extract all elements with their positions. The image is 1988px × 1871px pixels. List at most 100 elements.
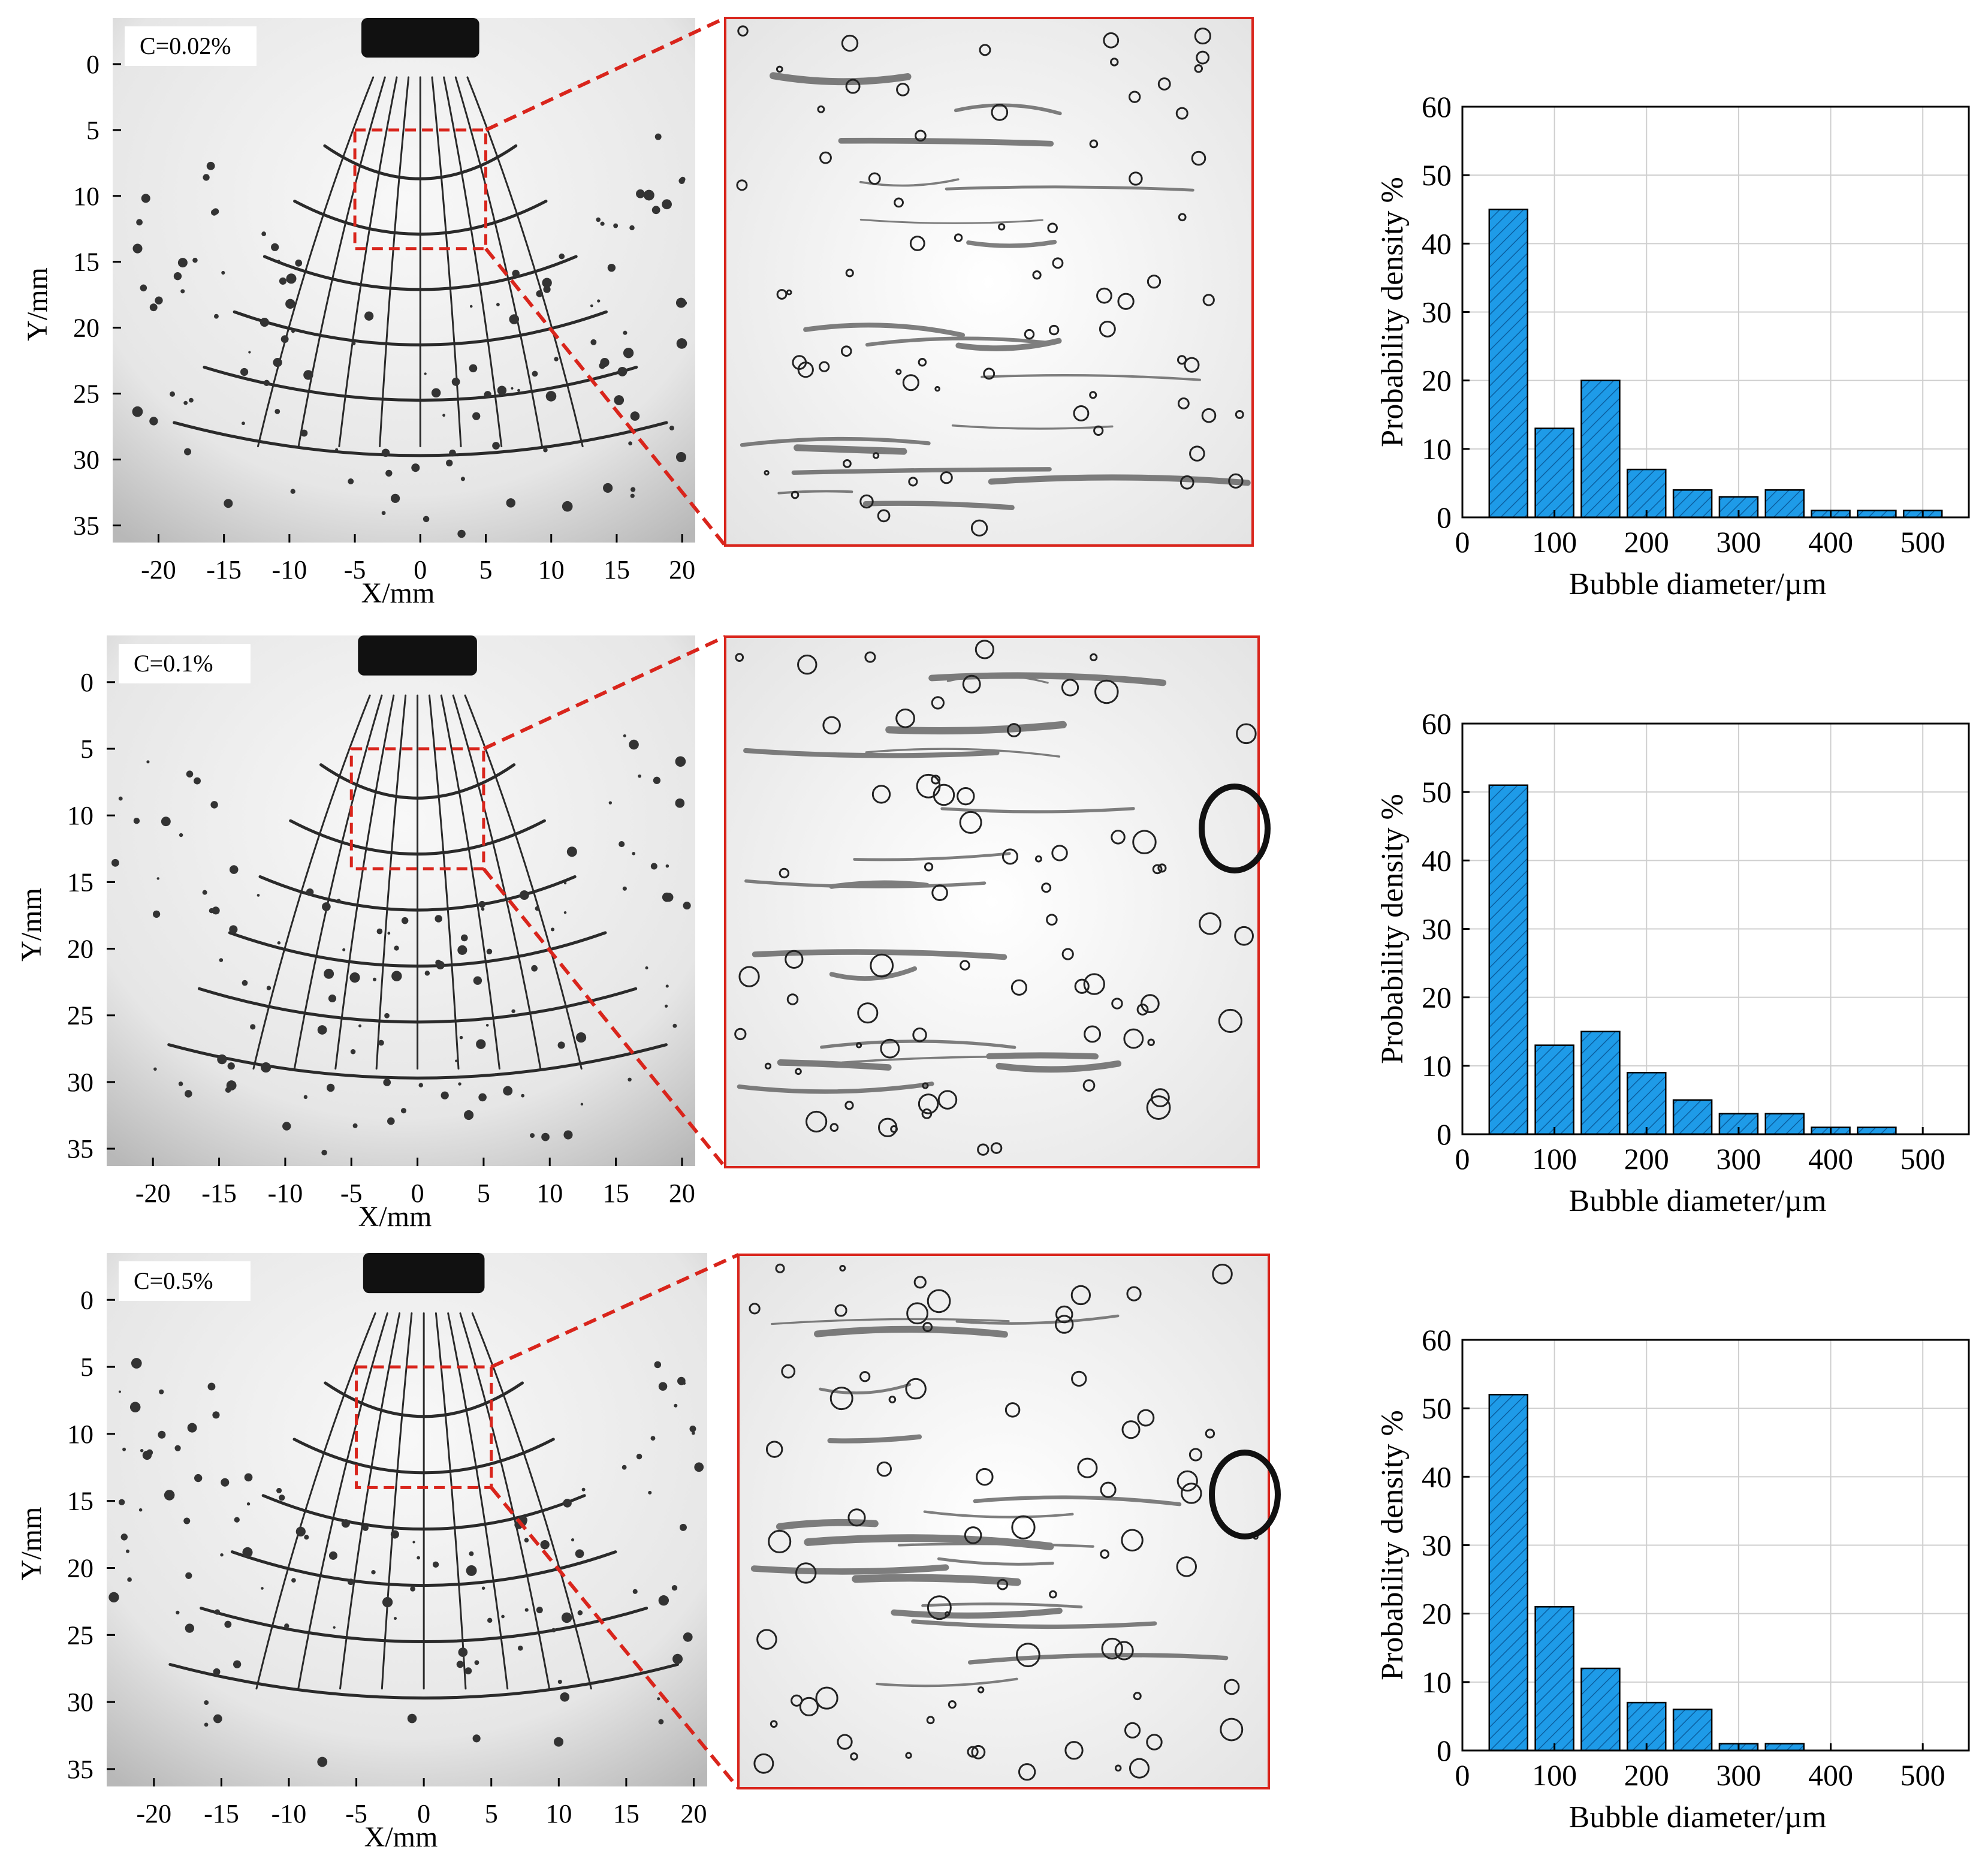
bubbles: [734, 640, 1271, 1156]
bubble: [983, 367, 995, 380]
bubble: [1052, 257, 1064, 269]
bubble: [1110, 58, 1119, 67]
droplet: [619, 841, 625, 848]
droplet: [458, 1647, 468, 1657]
flow-streak: [803, 323, 965, 338]
x-tick-label: 0: [414, 555, 427, 585]
bubble: [979, 44, 991, 56]
bubble: [927, 1289, 951, 1313]
bubble: [1176, 355, 1187, 365]
y-tick-label: 40: [1422, 1460, 1452, 1493]
x-tick-label: 400: [1808, 1142, 1853, 1176]
droplet: [242, 980, 248, 986]
bar: [1580, 379, 1621, 519]
bubble: [834, 1304, 847, 1317]
droplet: [234, 1517, 240, 1523]
x-tick-label: 0: [417, 1799, 430, 1828]
histogram: 0 100 200 300 400 500 0 10 20 30 40 50 60 Bubble diam…: [1375, 90, 1970, 601]
spray-photo: C=0.02% -20 -15 -10 -5 0 5 10 15 20 0 5 10 15 20 25 30 35…: [22, 18, 695, 609]
droplet: [651, 206, 660, 215]
droplet: [212, 1411, 220, 1419]
droplet: [563, 881, 567, 885]
droplet: [536, 1607, 543, 1614]
bubble: [1137, 1409, 1155, 1427]
droplet: [600, 221, 605, 226]
flow-streak: [737, 1081, 934, 1094]
sheet-ligament: [431, 76, 462, 448]
bar: [1718, 1113, 1759, 1135]
bubble: [1074, 978, 1090, 994]
y-tick-label: 40: [1422, 843, 1452, 877]
sheet-ligament: [452, 694, 542, 1070]
droplet: [424, 372, 427, 375]
droplet: [214, 1609, 221, 1615]
bubble: [1047, 222, 1058, 234]
x-tick-label: -15: [204, 1799, 239, 1828]
flow-streak: [791, 467, 1052, 475]
droplet: [161, 817, 171, 827]
droplet: [628, 1077, 632, 1082]
bubble: [795, 1562, 817, 1584]
y-tick-label: 20: [1422, 1597, 1452, 1631]
bubble: [1114, 1764, 1122, 1772]
flow-streak: [743, 748, 1000, 758]
x-tick-label: -15: [201, 1179, 237, 1208]
bubble: [1049, 1590, 1057, 1599]
droplet: [487, 1617, 493, 1623]
bubble: [1071, 1370, 1087, 1387]
droplet: [371, 1570, 376, 1575]
bubble: [1129, 1758, 1150, 1779]
droplet: [131, 1358, 142, 1369]
bubble: [905, 1752, 912, 1759]
droplet: [665, 984, 669, 988]
bubble: [1123, 1028, 1144, 1049]
droplet: [187, 1423, 197, 1433]
droplet: [410, 1586, 416, 1592]
droplet: [328, 1551, 337, 1560]
bubble: [1205, 1429, 1215, 1439]
droplet: [674, 1403, 678, 1408]
bubble: [815, 1686, 838, 1710]
droplet: [460, 934, 468, 942]
bubble: [1202, 294, 1215, 306]
histogram: 0 100 200 300 400 500 0 10 20 30 40 50 60 Bubble diam…: [1375, 707, 1970, 1218]
droplet: [519, 890, 529, 900]
bubble: [764, 1062, 772, 1069]
y-axis-label: Probability density %: [1375, 177, 1410, 447]
flow-streak: [923, 1510, 1074, 1519]
droplet: [545, 391, 557, 402]
droplet: [442, 414, 445, 417]
droplet: [213, 314, 219, 319]
droplet: [387, 1117, 395, 1125]
droplet: [300, 429, 308, 437]
bubble: [847, 1508, 866, 1527]
bubble: [1089, 139, 1099, 149]
bubble: [864, 651, 876, 663]
y-tick-label: 20: [1422, 364, 1452, 397]
flow-streak: [859, 218, 1043, 224]
bubble: [1235, 409, 1244, 419]
bubble: [940, 471, 953, 484]
bubble: [845, 269, 854, 278]
droplet: [341, 1519, 350, 1528]
bubble: [1046, 914, 1058, 926]
flow-streak: [744, 879, 987, 888]
bubble: [1124, 1722, 1141, 1739]
droplet: [636, 1453, 642, 1460]
bubble: [934, 385, 940, 392]
y-axis-label: Y/mm: [16, 1507, 47, 1581]
droplet: [669, 426, 674, 431]
bar: [1488, 784, 1529, 1135]
nozzle: [363, 1253, 485, 1294]
droplet: [682, 300, 687, 306]
bubble: [1147, 1038, 1155, 1046]
droplet: [469, 1551, 474, 1556]
bubble: [819, 151, 832, 164]
droplet: [630, 493, 635, 498]
droplet: [559, 253, 565, 260]
droplet: [509, 314, 520, 324]
droplet: [212, 906, 220, 915]
bubble: [1196, 50, 1210, 65]
droplet: [376, 928, 383, 935]
